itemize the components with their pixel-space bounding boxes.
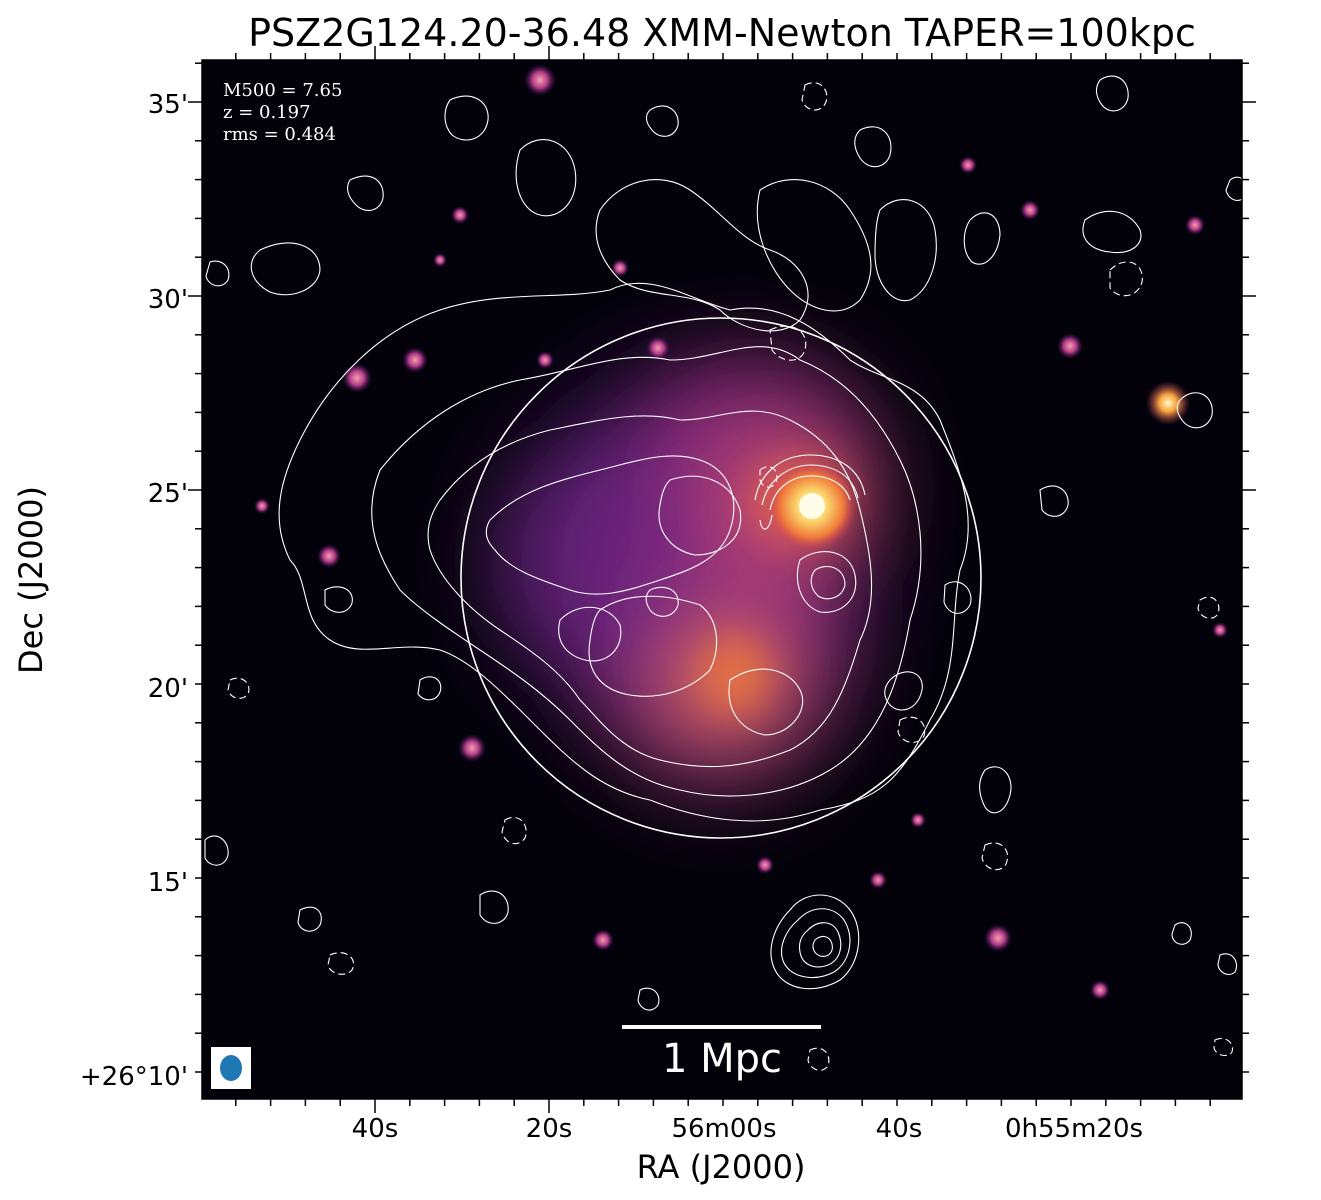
info-rms: rms = 0.484 <box>223 124 336 145</box>
radio-contours <box>204 75 1242 1071</box>
plot-title: PSZ2G124.20-36.48 XMM-Newton TAPER=100kp… <box>248 11 1196 55</box>
scale-bar-label: 1 Mpc <box>662 1036 782 1082</box>
x-tick-label: 40s <box>876 1114 923 1144</box>
y-axis-label: Dec (J2000) <box>12 486 50 674</box>
x-tick-label: 0h55m20s <box>1005 1114 1143 1144</box>
y-tick-label: 30' <box>148 285 188 315</box>
plot-frame <box>201 59 1243 1100</box>
x-tick-label: 40s <box>352 1114 399 1144</box>
x-axis-label: RA (J2000) <box>637 1148 806 1186</box>
y-tick-label: 25' <box>148 479 188 509</box>
xray-image: M500 = 7.65 z = 0.197 rms = 0.484 1 Mpc <box>202 60 1242 1099</box>
info-mass: M500 = 7.65 <box>223 80 342 101</box>
y-tick-label: 35' <box>148 90 188 120</box>
point-source-bright <box>1146 381 1190 425</box>
info-redshift: z = 0.197 <box>223 102 311 123</box>
x-tick-label: 56m00s <box>671 1114 776 1144</box>
x-tick-label: 20s <box>526 1114 573 1144</box>
axis-ticks <box>188 46 1256 1113</box>
y-tick-label: 15' <box>148 868 188 898</box>
point-sources <box>254 64 1228 1000</box>
y-tick-label: 20' <box>148 674 188 704</box>
x-tick-labels: 40s 20s 56m00s 40s 0h55m20s <box>352 1114 1143 1144</box>
y-tick-label: +26°10' <box>80 1062 188 1092</box>
y-tick-labels: 35' 30' 25' 20' 15' +26°10' <box>80 90 188 1092</box>
r500-circle <box>460 317 982 839</box>
beam-ellipse <box>220 1055 242 1081</box>
